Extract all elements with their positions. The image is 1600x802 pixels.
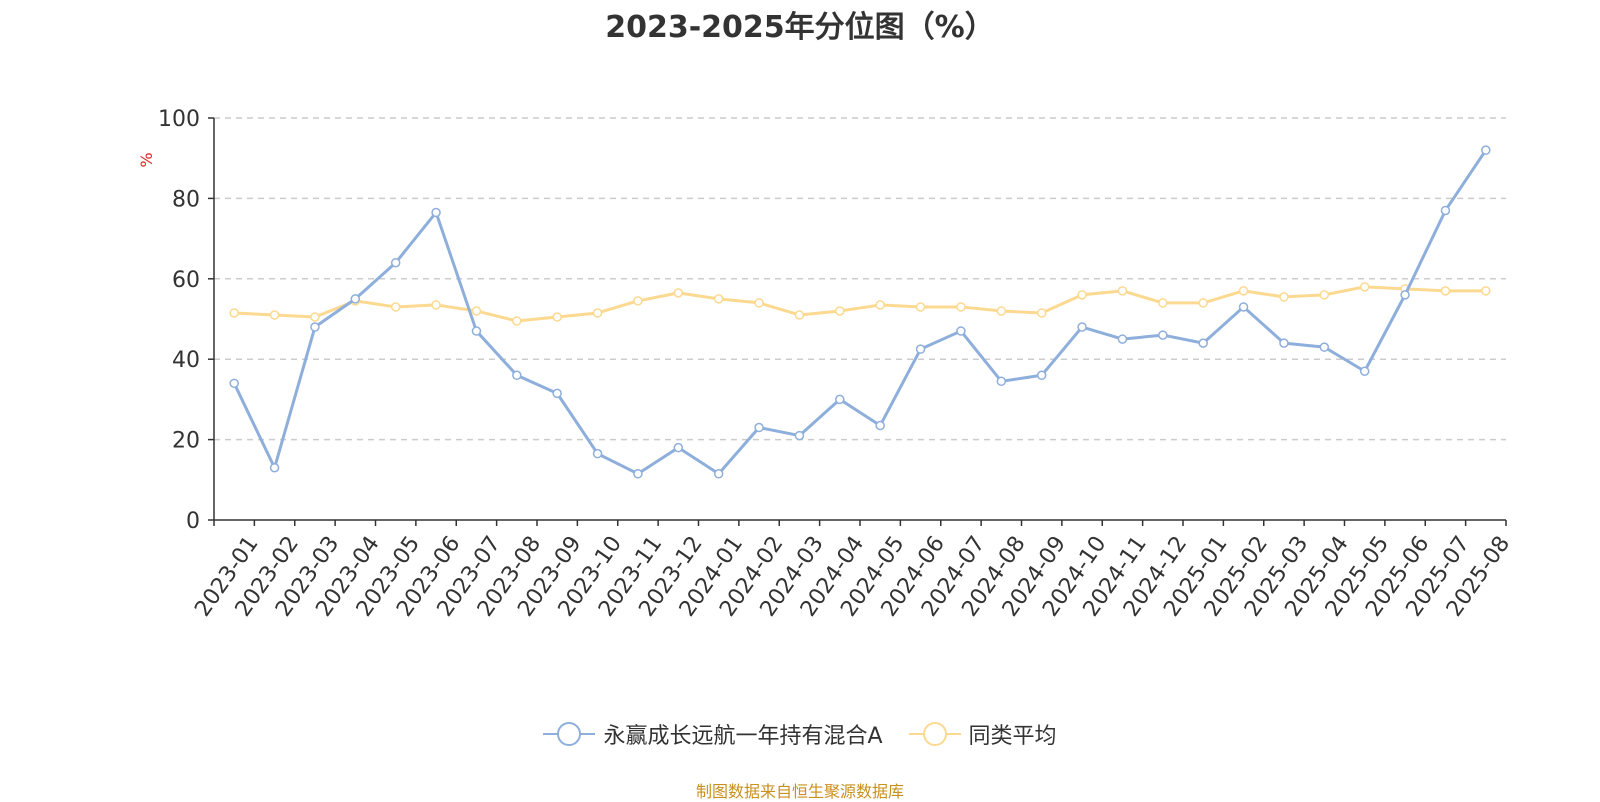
data-point[interactable]	[592, 448, 603, 459]
data-point[interactable]	[390, 257, 401, 268]
data-point[interactable]	[269, 462, 280, 473]
data-point[interactable]	[1359, 282, 1370, 292]
data-point[interactable]	[754, 298, 764, 308]
data-point[interactable]	[875, 420, 885, 431]
data-point[interactable]	[673, 442, 684, 453]
data-point[interactable]	[1400, 290, 1410, 300]
data-point[interactable]	[1036, 308, 1047, 318]
y-tick-label: 40	[172, 348, 200, 373]
data-point[interactable]	[915, 302, 926, 312]
data-point[interactable]	[1481, 145, 1491, 155]
data-point[interactable]	[996, 306, 1007, 316]
y-tick-label: 100	[158, 107, 200, 132]
legend-label-fund: 永赢成长远航一年持有混合A	[603, 724, 883, 749]
chart-title: 2023-2025年分位图（%）	[605, 10, 995, 45]
data-point[interactable]	[269, 310, 280, 320]
line-chart: 0204060801002023-012023-022023-032023-04…	[137, 107, 1515, 621]
data-point[interactable]	[875, 300, 885, 310]
data-point[interactable]	[835, 394, 845, 405]
data-point[interactable]	[512, 370, 522, 381]
data-point[interactable]	[552, 388, 562, 399]
data-point[interactable]	[310, 312, 320, 322]
data-point[interactable]	[673, 288, 684, 298]
data-point[interactable]	[1481, 286, 1491, 296]
data-point[interactable]	[552, 312, 562, 322]
axes	[208, 117, 1507, 526]
data-point[interactable]	[835, 306, 845, 316]
data-point[interactable]	[1117, 286, 1128, 296]
data-point[interactable]	[1359, 366, 1370, 377]
data-point[interactable]	[1198, 298, 1208, 308]
data-point[interactable]	[956, 302, 966, 312]
legend-item-peer-average[interactable]: 同类平均	[908, 718, 1057, 750]
data-point[interactable]	[1238, 286, 1249, 296]
data-point[interactable]	[956, 326, 966, 336]
y-tick-label: 20	[172, 429, 200, 454]
data-point[interactable]	[633, 296, 643, 306]
data-point[interactable]	[1279, 292, 1289, 302]
data-point[interactable]	[1077, 322, 1087, 332]
data-point[interactable]	[1440, 205, 1451, 216]
legend: 永赢成长远航一年持有混合A 同类平均	[0, 718, 1600, 750]
data-point[interactable]	[1077, 290, 1087, 300]
legend-label-peer-average: 同类平均	[968, 724, 1057, 749]
data-point[interactable]	[1158, 298, 1168, 308]
data-point[interactable]	[1238, 302, 1249, 312]
y-tick-label: 80	[172, 187, 200, 212]
legend-swatch-peer-average-icon	[908, 722, 961, 746]
data-point[interactable]	[310, 322, 320, 332]
data-point[interactable]	[713, 294, 724, 304]
y-tick-label: 60	[172, 268, 200, 293]
data-point[interactable]	[1117, 334, 1128, 344]
data-point[interactable]	[1440, 286, 1451, 296]
data-point[interactable]	[229, 378, 239, 389]
data-point[interactable]	[390, 302, 401, 312]
y-tick-label: 0	[186, 509, 200, 534]
data-point[interactable]	[431, 207, 441, 218]
data-point[interactable]	[471, 326, 482, 336]
data-point[interactable]	[350, 294, 361, 304]
data-point[interactable]	[794, 430, 805, 441]
series-lines	[229, 145, 1491, 479]
data-point[interactable]	[915, 344, 926, 354]
tick-labels: 0204060801002023-012023-022023-032023-04…	[158, 107, 1515, 621]
data-point[interactable]	[713, 469, 724, 479]
data-point[interactable]	[1279, 338, 1289, 348]
legend-item-fund[interactable]: 永赢成长远航一年持有混合A	[543, 718, 883, 750]
data-point[interactable]	[1036, 370, 1047, 381]
data-point[interactable]	[592, 308, 603, 318]
data-point[interactable]	[794, 310, 805, 320]
data-point[interactable]	[633, 469, 643, 479]
data-point[interactable]	[1319, 342, 1330, 352]
series-line-1	[234, 285, 1486, 323]
data-point[interactable]	[996, 376, 1007, 387]
data-point[interactable]	[512, 316, 522, 326]
source-note: 制图数据来自恒生聚源数据库	[695, 782, 904, 801]
y-axis-label: %	[137, 152, 156, 167]
gridlines	[214, 117, 1506, 441]
series-line-0	[232, 149, 1488, 476]
data-point[interactable]	[471, 306, 482, 316]
data-point[interactable]	[1319, 290, 1330, 300]
data-point[interactable]	[431, 300, 441, 310]
data-point[interactable]	[754, 422, 764, 433]
data-point[interactable]	[1198, 338, 1208, 348]
data-point[interactable]	[229, 308, 239, 318]
data-point[interactable]	[1158, 330, 1168, 340]
legend-swatch-fund-icon	[543, 722, 596, 746]
